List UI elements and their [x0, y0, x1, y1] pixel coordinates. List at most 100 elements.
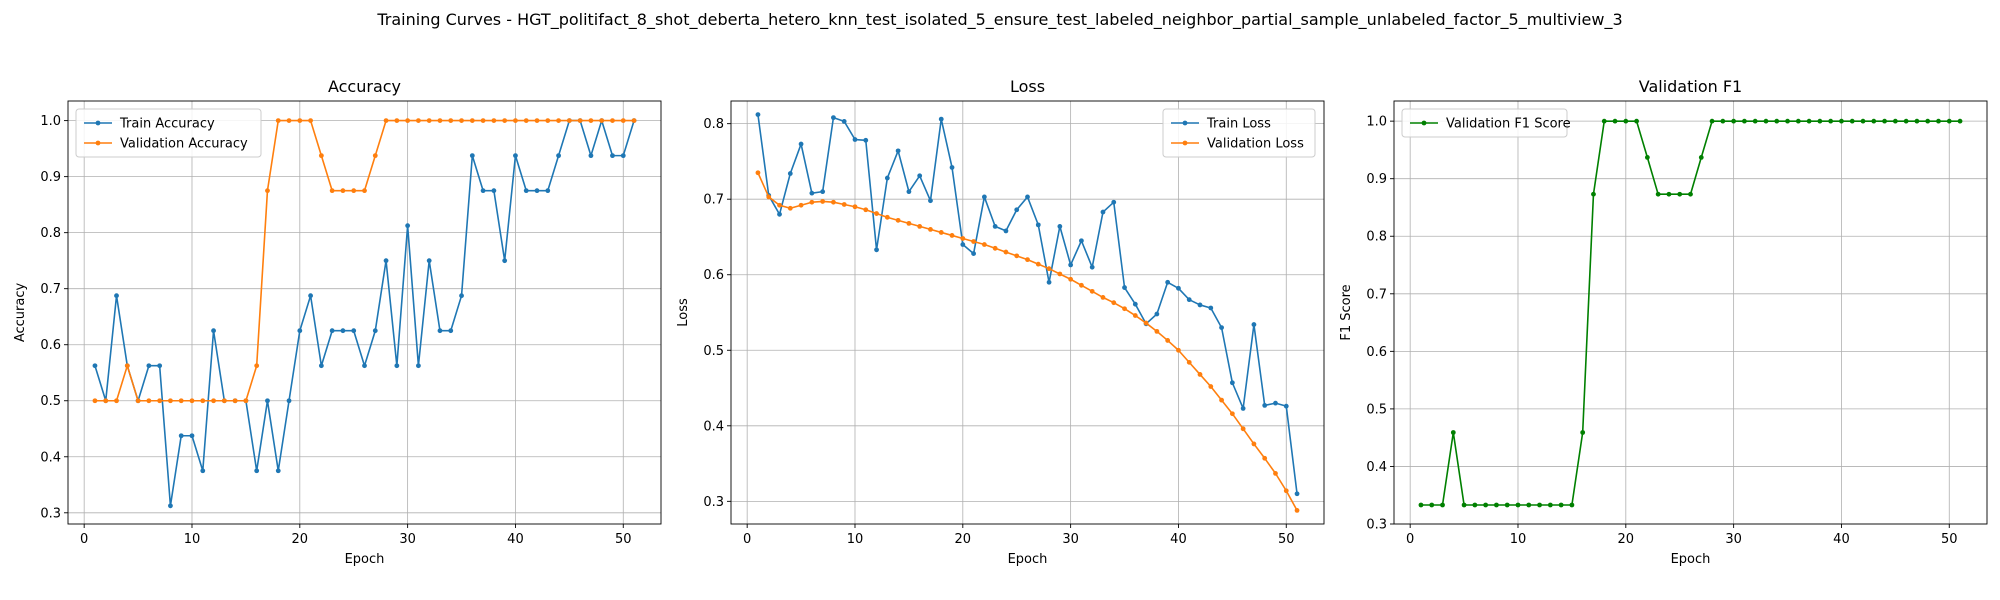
x-tick-label: 50	[615, 532, 632, 547]
data-point	[534, 118, 540, 124]
series-line-1	[94, 119, 635, 402]
data-point	[405, 223, 411, 229]
data-point	[1936, 118, 1941, 124]
legend-box	[75, 108, 262, 158]
data-point	[146, 398, 152, 404]
data-point	[1742, 118, 1747, 124]
data-point	[1003, 249, 1009, 255]
data-point	[1504, 502, 1510, 508]
data-point	[556, 118, 561, 124]
data-point	[1273, 470, 1278, 476]
series-line-0	[757, 114, 1298, 494]
data-point	[852, 137, 858, 142]
data-point	[275, 468, 281, 474]
data-point	[1035, 222, 1041, 228]
data-point	[491, 188, 497, 194]
y-tick-label: 0.4	[40, 450, 61, 465]
data-point	[895, 148, 901, 154]
data-point	[329, 328, 335, 334]
data-point	[949, 233, 955, 238]
data-point	[1731, 118, 1737, 124]
data-point	[755, 170, 761, 176]
data-point	[1100, 294, 1106, 300]
legend-box	[1401, 108, 1568, 138]
data-point	[917, 223, 923, 229]
y-tick-label: 0.9	[40, 170, 61, 185]
data-point	[1677, 191, 1683, 197]
data-point	[1186, 359, 1192, 365]
data-point	[1143, 320, 1149, 326]
data-point	[863, 137, 869, 143]
panel-title: Accuracy	[328, 77, 401, 96]
y-tick-label: 0.5	[703, 344, 724, 359]
data-point	[1472, 502, 1478, 508]
data-point	[265, 398, 270, 404]
data-point	[232, 398, 238, 404]
data-point	[874, 247, 879, 253]
data-point	[448, 118, 454, 124]
legend-box	[1162, 108, 1316, 158]
data-point	[1154, 311, 1160, 317]
data-point	[1601, 118, 1607, 124]
data-point	[599, 118, 605, 124]
data-point	[1111, 199, 1117, 205]
data-point	[992, 245, 998, 251]
data-point	[459, 118, 464, 124]
data-point	[168, 503, 173, 509]
data-point	[960, 236, 966, 241]
data-point	[766, 194, 772, 200]
data-point	[254, 468, 260, 474]
data-point	[480, 188, 486, 194]
data-point	[405, 118, 411, 124]
data-point	[286, 118, 292, 124]
data-point	[1208, 384, 1214, 389]
x-tick-label: 10	[847, 532, 864, 547]
data-point	[318, 153, 324, 159]
y-tick-label: 1.0	[40, 114, 61, 129]
data-point	[1132, 301, 1138, 307]
data-point	[189, 433, 195, 439]
data-point	[459, 293, 464, 299]
data-point	[831, 199, 836, 205]
data-point	[1273, 400, 1278, 406]
data-point	[577, 118, 583, 124]
data-point	[1537, 502, 1542, 508]
data-point	[992, 223, 998, 229]
data-point	[372, 328, 378, 334]
x-axis-label: Epoch	[1008, 552, 1048, 567]
data-point	[189, 398, 195, 404]
data-point	[1483, 502, 1489, 508]
data-point	[362, 188, 367, 194]
x-tick-label: 0	[80, 532, 88, 547]
data-point	[809, 199, 815, 205]
data-point	[157, 363, 163, 369]
data-point	[787, 205, 793, 211]
data-point	[1429, 502, 1435, 508]
data-point	[841, 202, 847, 207]
y-tick-label: 0.7	[1366, 287, 1387, 302]
figure-title: Training Curves - HGT_politifact_8_shot_…	[377, 10, 1623, 29]
y-tick-label: 0.8	[40, 226, 61, 241]
data-point	[1720, 118, 1726, 124]
data-point	[92, 398, 98, 404]
data-point	[491, 118, 497, 124]
legend-label: Validation Accuracy	[120, 137, 248, 152]
data-point	[1079, 238, 1084, 244]
x-tick-label: 10	[184, 532, 201, 547]
data-point	[1494, 502, 1499, 508]
data-point	[852, 204, 858, 210]
legend: Validation F1 Score	[1401, 108, 1571, 138]
series-line-0	[94, 119, 635, 507]
data-point	[200, 468, 206, 474]
data-point	[1569, 502, 1575, 508]
y-tick-label: 0.3	[1366, 518, 1387, 533]
plot-frame	[1393, 100, 1988, 525]
panel-title: Validation F1	[1639, 77, 1742, 96]
data-point	[1165, 338, 1171, 343]
data-point	[1688, 191, 1693, 197]
data-point	[1079, 282, 1084, 288]
y-tick-label: 0.6	[1366, 345, 1387, 360]
data-point	[545, 118, 551, 124]
data-point	[1068, 276, 1074, 282]
